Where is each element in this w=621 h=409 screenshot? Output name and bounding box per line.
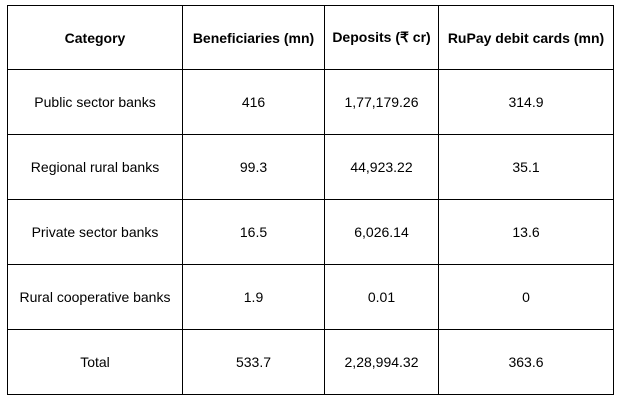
column-header-rupay-cards: RuPay debit cards (mn): [438, 5, 614, 70]
cell-category: Regional rural banks: [7, 134, 183, 200]
table-row: Public sector banks 416 1,77,179.26 314.…: [7, 69, 614, 135]
cell-beneficiaries: 99.3: [182, 134, 325, 200]
table-row: Regional rural banks 99.3 44,923.22 35.1: [7, 134, 614, 200]
table-row-total: Total 533.7 2,28,994.32 363.6: [7, 329, 614, 395]
column-header-category: Category: [7, 5, 183, 70]
cell-rupay-cards: 314.9: [438, 69, 614, 135]
cell-beneficiaries: 16.5: [182, 199, 325, 265]
cell-category: Private sector banks: [7, 199, 183, 265]
cell-deposits: 2,28,994.32: [324, 329, 439, 395]
cell-rupay-cards: 13.6: [438, 199, 614, 265]
cell-rupay-cards: 35.1: [438, 134, 614, 200]
header-row: Category Beneficiaries (mn) Deposits (₹ …: [7, 5, 614, 70]
cell-deposits: 44,923.22: [324, 134, 439, 200]
table-row: Private sector banks 16.5 6,026.14 13.6: [7, 199, 614, 265]
table-row: Rural cooperative banks 1.9 0.01 0: [7, 264, 614, 330]
table-container: Category Beneficiaries (mn) Deposits (₹ …: [7, 5, 614, 395]
cell-beneficiaries: 1.9: [182, 264, 325, 330]
data-table: Category Beneficiaries (mn) Deposits (₹ …: [7, 5, 614, 395]
cell-rupay-cards: 0: [438, 264, 614, 330]
cell-rupay-cards: 363.6: [438, 329, 614, 395]
cell-category: Rural cooperative banks: [7, 264, 183, 330]
cell-deposits: 6,026.14: [324, 199, 439, 265]
cell-category: Total: [7, 329, 183, 395]
cell-deposits: 0.01: [324, 264, 439, 330]
cell-beneficiaries: 533.7: [182, 329, 325, 395]
cell-category: Public sector banks: [7, 69, 183, 135]
cell-beneficiaries: 416: [182, 69, 325, 135]
column-header-deposits: Deposits (₹ cr): [324, 5, 439, 70]
column-header-beneficiaries: Beneficiaries (mn): [182, 5, 325, 70]
cell-deposits: 1,77,179.26: [324, 69, 439, 135]
